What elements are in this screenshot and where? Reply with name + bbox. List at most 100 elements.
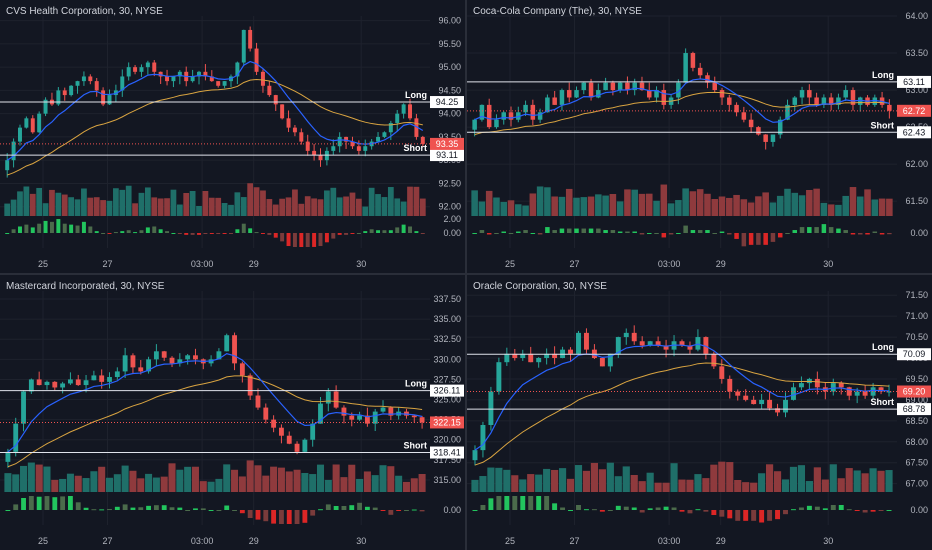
candle-up <box>472 119 477 130</box>
volume-bar <box>733 194 740 216</box>
volume-bar <box>527 474 535 492</box>
candle-up <box>139 67 144 72</box>
volume-bar <box>207 481 215 492</box>
oscillator-bar <box>292 233 297 247</box>
candle-down <box>661 90 667 105</box>
volume-bar <box>773 471 782 492</box>
oscillator-bar <box>878 510 884 511</box>
volume-bar <box>654 482 662 492</box>
oscillator-bar <box>836 228 841 233</box>
chart-svg[interactable]: 71.5071.0070.5070.0069.5069.0068.5068.00… <box>467 275 932 550</box>
oscillator-bar <box>581 228 587 233</box>
oscillator-bar <box>138 507 144 510</box>
volume-bar <box>129 470 137 492</box>
oscillator-bar <box>639 233 645 235</box>
chart-panel-ma[interactable]: 337.50 335.00 332.50 330.00 327.50 325.00 322.… <box>0 275 465 550</box>
candle-down <box>663 345 669 350</box>
candle-down <box>292 127 297 133</box>
oscillator-bar <box>299 233 304 247</box>
price-axis-label: 71.00 <box>905 311 928 321</box>
candle-down <box>814 378 820 388</box>
price-axis-label: 69.00 <box>905 395 928 405</box>
candle-down <box>631 332 637 342</box>
candle-down <box>679 341 685 346</box>
volume-bar <box>138 192 145 216</box>
volume-bar <box>702 478 710 492</box>
oscillator-bar <box>830 505 836 510</box>
candle-down <box>247 375 253 396</box>
long-price-tag-value: 326.11 <box>434 386 461 396</box>
candle-up <box>13 423 19 452</box>
oscillator-bar <box>679 510 685 512</box>
volume-bar <box>689 191 697 216</box>
volume-bar <box>869 468 877 492</box>
oscillator-bar <box>756 233 761 245</box>
oscillator-bar <box>190 233 195 235</box>
volume-bar <box>254 465 262 492</box>
volume-bar <box>202 190 209 216</box>
oscillator-bar <box>395 227 400 233</box>
volume-bar <box>653 200 660 216</box>
panel-divider-horizontal[interactable] <box>0 273 932 275</box>
candle-down <box>364 415 370 424</box>
volume-bar <box>558 196 566 216</box>
candle-down <box>344 136 349 142</box>
volume-bar <box>750 482 758 492</box>
volume-bar <box>170 189 177 216</box>
volume-bar <box>279 198 286 216</box>
price-axis-label: 94.00 <box>438 109 461 119</box>
candle-down <box>655 341 661 346</box>
oscillator-bar <box>631 507 637 510</box>
volume-bar <box>199 481 207 492</box>
candle-down <box>697 67 703 76</box>
oscillator-bar <box>472 510 478 511</box>
oscillator-bar <box>671 507 677 510</box>
candle-down <box>356 146 361 151</box>
price-axis-label: 93.50 <box>438 132 461 142</box>
oscillator-bar <box>719 510 725 517</box>
oscillator-bar <box>792 230 798 233</box>
volume-bar <box>105 477 114 492</box>
volume-bar <box>551 196 558 216</box>
volume-bar <box>877 470 885 492</box>
time-axis-label: 03:00 <box>191 536 214 546</box>
oscillator-bar <box>537 233 543 235</box>
oscillator-bar <box>501 231 506 233</box>
chart-svg[interactable]: 337.50 335.00 332.50 330.00 327.50 325.00 322.… <box>0 275 465 550</box>
chart-svg[interactable]: 96.0095.5095.0094.5094.0093.5093.0092.50… <box>0 0 465 273</box>
volume-bar <box>184 466 192 492</box>
chart-panel-orcl[interactable]: 71.5071.0070.5070.0069.5069.0068.5068.00… <box>467 275 932 550</box>
candle-down <box>260 71 265 86</box>
volume-bar <box>471 190 478 216</box>
volume-bar <box>529 193 537 216</box>
oscillator-bar <box>254 232 259 234</box>
oscillator-bar <box>224 505 230 510</box>
candle-down <box>279 427 284 436</box>
chart-panel-ko[interactable]: 64.0063.5063.0062.5062.0061.50252703:002… <box>467 0 932 273</box>
volume-bar <box>595 194 602 216</box>
volume-bar <box>500 201 508 216</box>
time-axis-label: 27 <box>102 536 112 546</box>
oscillator-bar <box>683 225 688 233</box>
candle-down <box>161 351 167 358</box>
oscillator-bar <box>512 496 518 510</box>
candle-up <box>145 62 150 68</box>
chart-svg[interactable]: 64.0063.5063.0062.5062.0061.50252703:002… <box>467 0 932 273</box>
volume-bar <box>686 479 694 492</box>
volume-bar <box>55 192 62 216</box>
chart-panel-cvs[interactable]: 96.0095.5095.0094.5094.0093.5093.0092.50… <box>0 0 465 273</box>
candle-down <box>743 395 749 400</box>
candle-down <box>599 358 605 367</box>
volume-bar <box>371 475 379 492</box>
volume-bar <box>348 464 356 492</box>
candle-down <box>333 391 339 408</box>
candle-up <box>596 90 601 98</box>
candle-down <box>568 349 573 354</box>
volume-bar <box>710 464 718 492</box>
volume-bar <box>781 479 790 492</box>
volume-bar <box>298 203 305 216</box>
panel-divider-vertical[interactable] <box>465 0 467 550</box>
volume-bar <box>845 468 853 492</box>
volume-bar <box>349 192 356 216</box>
